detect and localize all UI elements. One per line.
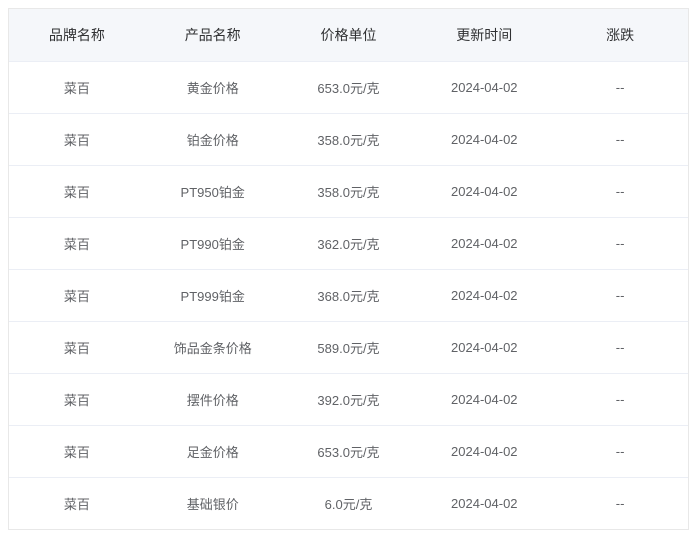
cell-change: -- [552,322,688,374]
cell-update-time: 2024-04-02 [416,426,552,478]
cell-price: 6.0元/克 [281,478,417,530]
price-table: 品牌名称 产品名称 价格单位 更新时间 涨跌 菜百 黄金价格 653.0元/克 … [9,9,688,529]
cell-brand: 菜百 [9,218,145,270]
table-row: 菜百 黄金价格 653.0元/克 2024-04-02 -- [9,62,688,114]
table-row: 菜百 足金价格 653.0元/克 2024-04-02 -- [9,426,688,478]
cell-product: 黄金价格 [145,62,281,114]
cell-update-time: 2024-04-02 [416,270,552,322]
cell-price: 653.0元/克 [281,426,417,478]
table-row: 菜百 基础银价 6.0元/克 2024-04-02 -- [9,478,688,530]
table-row: 菜百 PT999铂金 368.0元/克 2024-04-02 -- [9,270,688,322]
cell-update-time: 2024-04-02 [416,114,552,166]
table-header: 品牌名称 产品名称 价格单位 更新时间 涨跌 [9,9,688,62]
cell-change: -- [552,374,688,426]
cell-change: -- [552,426,688,478]
cell-update-time: 2024-04-02 [416,62,552,114]
cell-brand: 菜百 [9,114,145,166]
cell-brand: 菜百 [9,270,145,322]
cell-update-time: 2024-04-02 [416,218,552,270]
cell-change: -- [552,218,688,270]
cell-product: 饰品金条价格 [145,322,281,374]
cell-product: PT990铂金 [145,218,281,270]
cell-price: 362.0元/克 [281,218,417,270]
cell-product: PT999铂金 [145,270,281,322]
header-row: 品牌名称 产品名称 价格单位 更新时间 涨跌 [9,9,688,62]
header-price: 价格单位 [281,9,417,62]
cell-product: PT950铂金 [145,166,281,218]
cell-brand: 菜百 [9,426,145,478]
header-brand: 品牌名称 [9,9,145,62]
cell-brand: 菜百 [9,374,145,426]
cell-price: 589.0元/克 [281,322,417,374]
cell-change: -- [552,478,688,530]
cell-change: -- [552,114,688,166]
cell-product: 摆件价格 [145,374,281,426]
table-body: 菜百 黄金价格 653.0元/克 2024-04-02 -- 菜百 铂金价格 3… [9,62,688,530]
cell-update-time: 2024-04-02 [416,166,552,218]
table-row: 菜百 PT990铂金 362.0元/克 2024-04-02 -- [9,218,688,270]
cell-brand: 菜百 [9,322,145,374]
price-table-container: 品牌名称 产品名称 价格单位 更新时间 涨跌 菜百 黄金价格 653.0元/克 … [8,8,689,530]
table-row: 菜百 PT950铂金 358.0元/克 2024-04-02 -- [9,166,688,218]
cell-price: 368.0元/克 [281,270,417,322]
header-product: 产品名称 [145,9,281,62]
cell-change: -- [552,270,688,322]
cell-product: 基础银价 [145,478,281,530]
cell-change: -- [552,166,688,218]
cell-product: 足金价格 [145,426,281,478]
cell-update-time: 2024-04-02 [416,374,552,426]
header-update-time: 更新时间 [416,9,552,62]
cell-update-time: 2024-04-02 [416,478,552,530]
cell-price: 653.0元/克 [281,62,417,114]
cell-brand: 菜百 [9,478,145,530]
table-row: 菜百 铂金价格 358.0元/克 2024-04-02 -- [9,114,688,166]
cell-change: -- [552,62,688,114]
table-row: 菜百 饰品金条价格 589.0元/克 2024-04-02 -- [9,322,688,374]
cell-price: 358.0元/克 [281,114,417,166]
cell-update-time: 2024-04-02 [416,322,552,374]
cell-product: 铂金价格 [145,114,281,166]
cell-price: 392.0元/克 [281,374,417,426]
header-change: 涨跌 [552,9,688,62]
table-row: 菜百 摆件价格 392.0元/克 2024-04-02 -- [9,374,688,426]
cell-brand: 菜百 [9,166,145,218]
cell-price: 358.0元/克 [281,166,417,218]
cell-brand: 菜百 [9,62,145,114]
